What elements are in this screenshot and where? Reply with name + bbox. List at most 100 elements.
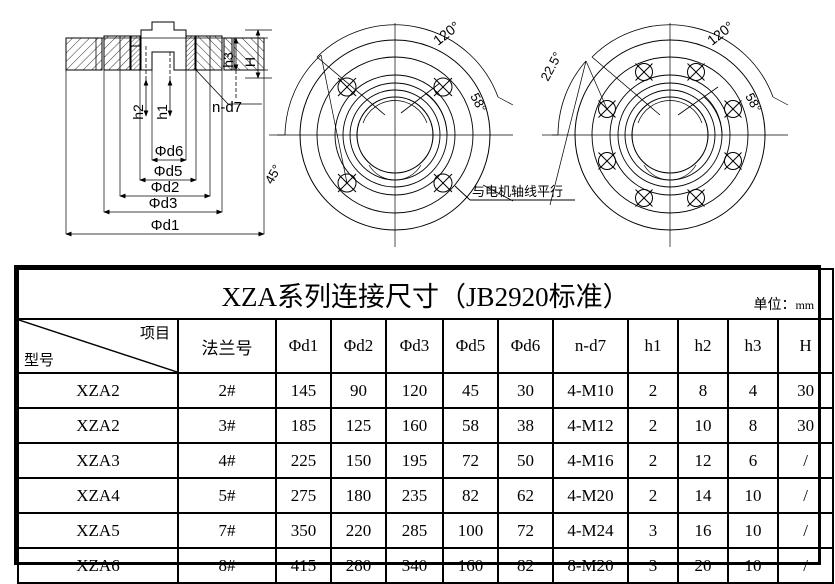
cell-H: 30 [776, 372, 835, 409]
cell-h2: 10 [677, 407, 729, 444]
cell-h3: 10 [727, 547, 779, 584]
header-H: H [776, 318, 835, 374]
cell-d3: 195 [385, 442, 444, 479]
table-row: XZA5 7# 350 220 285 100 72 4-M24 3 16 10… [17, 512, 835, 549]
cell-d3: 235 [385, 477, 444, 514]
flange-face-8-hole [542, 23, 789, 247]
cell-d1: 185 [275, 407, 332, 444]
cell-h2: 20 [677, 547, 729, 584]
cell-d2: 150 [330, 442, 387, 479]
table-row: XZA4 5# 275 180 235 82 62 4-M20 2 14 10 … [17, 477, 835, 514]
label-h3: h3 [220, 52, 236, 68]
cell-d5: 82 [442, 477, 499, 514]
cell-nd7: 4-M12 [552, 407, 629, 444]
cell-d5: 58 [442, 407, 499, 444]
header-h1: h1 [627, 318, 679, 374]
cell-H: / [776, 547, 835, 584]
label-H: H [242, 57, 258, 67]
cell-model: XZA5 [17, 512, 179, 549]
cell-nd7: 4-M20 [552, 477, 629, 514]
cell-flange: 3# [177, 407, 277, 444]
cell-d2: 125 [330, 407, 387, 444]
cell-model: XZA6 [17, 547, 179, 584]
cell-d3: 160 [385, 407, 444, 444]
unit-label: 单位：mm [753, 298, 815, 313]
header-flange-no: 法兰号 [177, 318, 277, 374]
cell-h1: 3 [627, 547, 679, 584]
cell-h2: 14 [677, 477, 729, 514]
spec-table-container: XZA系列连接尺寸（JB2920标准） 单位：mm 项目 型号 法兰号 Φd1 … [14, 265, 835, 584]
cell-d2: 90 [330, 372, 387, 409]
angle-120-mid: 120° [430, 18, 463, 48]
header-h3: h3 [727, 318, 779, 374]
flange-face-4-hole [269, 23, 514, 247]
label-d5: Φd5 [154, 163, 183, 180]
cell-H: / [776, 512, 835, 549]
table-row: XZA3 4# 225 150 195 72 50 4-M16 2 12 6 / [17, 442, 835, 479]
cell-d6: 82 [497, 547, 554, 584]
corner-diagonal-line [20, 321, 176, 371]
corner-header-cell: 项目 型号 [17, 318, 179, 374]
cell-h1: 2 [627, 442, 679, 479]
corner-label-item: 项目 [139, 326, 170, 342]
cell-d6: 62 [497, 477, 554, 514]
cell-d1: 350 [275, 512, 332, 549]
cell-H: / [776, 442, 835, 479]
cell-model: XZA2 [17, 372, 179, 409]
cell-h1: 2 [627, 477, 679, 514]
cell-d6: 50 [497, 442, 554, 479]
cell-d5: 45 [442, 372, 499, 409]
cell-h1: 3 [627, 512, 679, 549]
header-d1: Φd1 [275, 318, 332, 374]
angle-45-mid: 45° [262, 162, 285, 187]
label-d2: Φd2 [151, 179, 180, 196]
cell-d3: 340 [385, 547, 444, 584]
cell-h2: 8 [677, 372, 729, 409]
cell-h3: 10 [727, 477, 779, 514]
cell-d1: 415 [275, 547, 332, 584]
table-header-row: 项目 型号 法兰号 Φd1 Φd2 Φd3 Φd5 Φd6 n-d7 h1 h2… [17, 318, 835, 374]
cell-model: XZA2 [17, 407, 179, 444]
spec-table: XZA系列连接尺寸（JB2920标准） 单位：mm 项目 型号 法兰号 Φd1 … [16, 268, 835, 584]
cell-d1: 225 [275, 442, 332, 479]
header-h2: h2 [677, 318, 729, 374]
cell-h2: 16 [677, 512, 729, 549]
header-d5: Φd5 [442, 318, 499, 374]
cell-d3: 120 [385, 372, 444, 409]
cell-d5: 160 [442, 547, 499, 584]
cell-nd7: 8-M20 [552, 547, 629, 584]
label-h2: h2 [130, 104, 146, 120]
cell-d6: 38 [497, 407, 554, 444]
table-title-row: XZA系列连接尺寸（JB2920标准） 单位：mm [16, 268, 835, 320]
cell-h1: 2 [627, 407, 679, 444]
cell-h3: 10 [727, 512, 779, 549]
cross-section-view [65, 21, 272, 237]
cell-flange: 8# [177, 547, 277, 584]
header-d3: Φd3 [385, 318, 444, 374]
cell-h1: 2 [627, 372, 679, 409]
label-n-d7: n-d7 [212, 99, 242, 116]
cell-nd7: 4-M10 [552, 372, 629, 409]
cell-d2: 180 [330, 477, 387, 514]
cell-flange: 2# [177, 372, 277, 409]
cell-h3: 4 [727, 372, 779, 409]
cell-H: 30 [776, 407, 835, 444]
label-h1: h1 [154, 104, 170, 120]
cell-d5: 72 [442, 442, 499, 479]
cell-d1: 275 [275, 477, 332, 514]
cell-h3: 6 [727, 442, 779, 479]
cell-d5: 100 [442, 512, 499, 549]
cell-d6: 30 [497, 372, 554, 409]
unit-value: mm [795, 298, 815, 312]
cell-model: XZA3 [17, 442, 179, 479]
cell-model: XZA4 [17, 477, 179, 514]
label-d1: Φd1 [151, 217, 180, 234]
cell-d3: 285 [385, 512, 444, 549]
table-row: XZA2 3# 185 125 160 58 38 4-M12 2 10 8 3… [17, 407, 835, 444]
label-d6: Φd6 [155, 143, 184, 160]
cell-h3: 8 [727, 407, 779, 444]
table-row: XZA6 8# 415 280 340 160 82 8-M20 3 20 10… [17, 547, 835, 584]
page-title: XZA系列连接尺寸（JB2920标准） [221, 281, 630, 312]
note-callout [454, 185, 575, 201]
cell-d6: 72 [497, 512, 554, 549]
